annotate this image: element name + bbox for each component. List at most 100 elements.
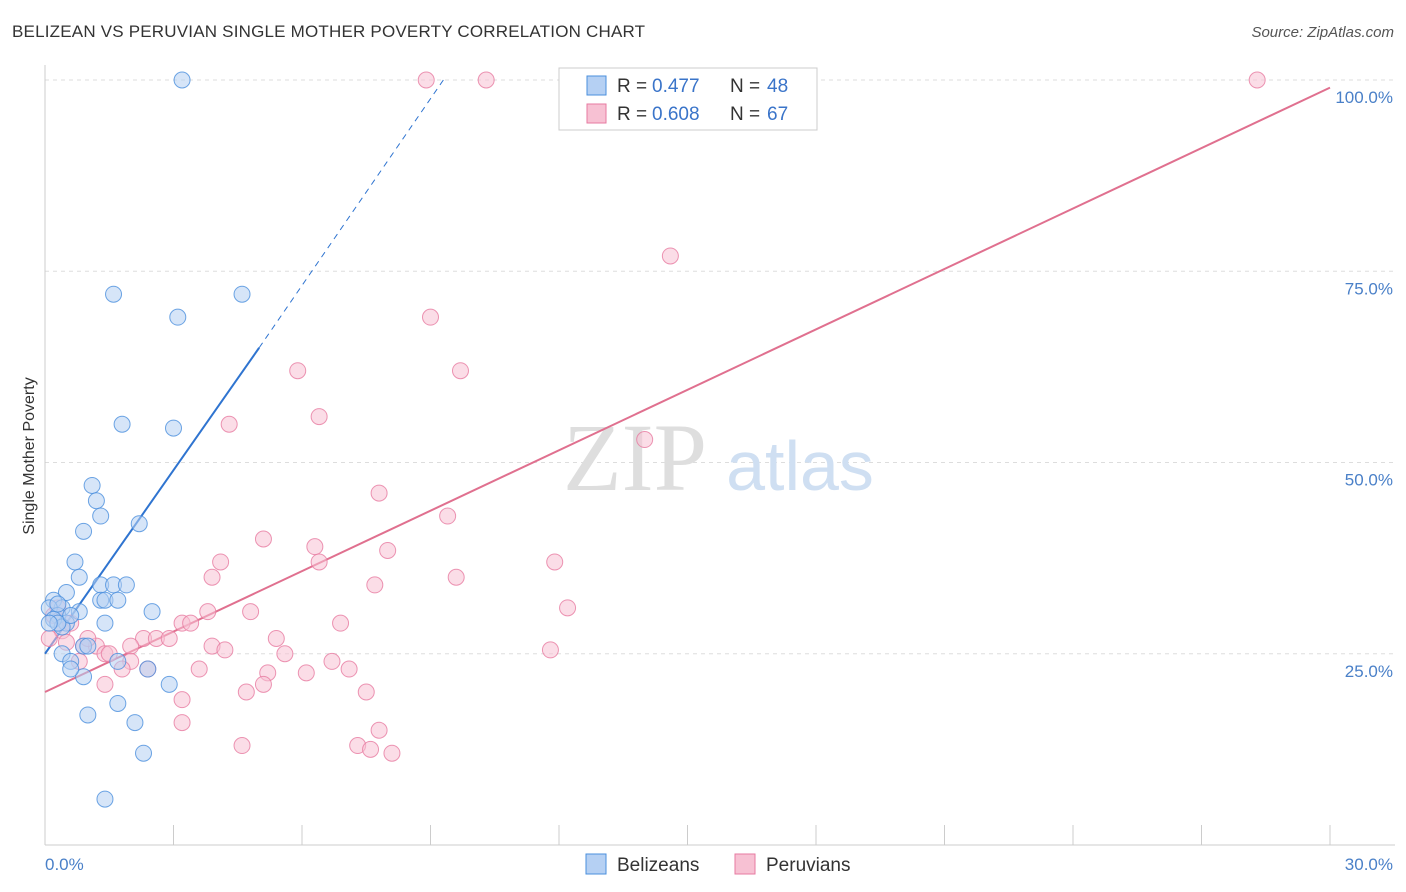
belizean-point bbox=[66, 553, 84, 571]
legend-n-value: 67 bbox=[767, 104, 788, 125]
legend-n-value: 48 bbox=[767, 76, 788, 97]
peruvian-point bbox=[173, 714, 191, 732]
peruvian-point bbox=[546, 553, 564, 571]
belizean-point bbox=[49, 595, 67, 613]
peruvian-point bbox=[237, 683, 255, 701]
belizean-point bbox=[113, 415, 131, 433]
belizean-point bbox=[139, 660, 157, 678]
belizean-point bbox=[105, 285, 123, 303]
trend-lines bbox=[44, 79, 1331, 693]
peruvian-point bbox=[422, 308, 439, 326]
peruvian-point bbox=[477, 71, 495, 89]
belizean-point bbox=[79, 706, 97, 724]
peruvian-point bbox=[357, 683, 375, 701]
belizean-point bbox=[130, 515, 148, 533]
belizean-point bbox=[96, 790, 114, 808]
peruvian-point bbox=[379, 541, 397, 559]
peruvian-point bbox=[541, 641, 559, 659]
belizean-point bbox=[62, 660, 80, 678]
series-legend: Belizeans Peruvians bbox=[585, 853, 851, 876]
peruvian-point bbox=[40, 629, 58, 647]
legend-swatch-blue bbox=[586, 75, 607, 96]
belizean-point bbox=[109, 652, 127, 670]
axes bbox=[44, 65, 1395, 846]
peruvian-point bbox=[182, 614, 200, 632]
belizean-point bbox=[83, 476, 101, 494]
peruvian-point bbox=[173, 691, 191, 709]
legend-label-peruvians: Peruvians bbox=[766, 855, 851, 876]
y-tick-label: 100.0% bbox=[1335, 88, 1393, 107]
peruvian-point bbox=[267, 629, 285, 647]
belizean-point bbox=[87, 492, 105, 510]
peruvian-point bbox=[242, 603, 260, 621]
peruvian-point bbox=[160, 629, 178, 647]
belizean-point bbox=[40, 614, 58, 632]
peruvian-point bbox=[636, 431, 654, 449]
peruvian-point bbox=[212, 553, 230, 571]
peruvian-point bbox=[370, 484, 388, 502]
peruvian-point bbox=[233, 737, 251, 755]
peruvian-point bbox=[1248, 71, 1266, 89]
peruvian-point bbox=[297, 664, 315, 682]
peruvian-point bbox=[254, 530, 272, 548]
peruvian-point bbox=[190, 660, 208, 678]
peruvian-point bbox=[661, 247, 679, 265]
peruvian-trend-line bbox=[44, 86, 1331, 693]
legend-r-value: 0.477 bbox=[652, 76, 700, 97]
peruvian-point bbox=[417, 71, 435, 89]
belizean-point bbox=[79, 637, 97, 655]
source-label: Source: ZipAtlas.com bbox=[1251, 24, 1394, 41]
legend-r-label: R = bbox=[617, 76, 647, 97]
legend-row-peruvians: R = 0.608 N = 67 bbox=[586, 103, 788, 125]
belizean-point bbox=[109, 591, 127, 609]
belizean-point bbox=[143, 603, 161, 621]
legend-swatch-pink bbox=[586, 103, 607, 124]
peruvian-point bbox=[306, 538, 324, 556]
peruvian-point bbox=[276, 645, 294, 663]
belizean-point bbox=[92, 507, 110, 525]
peruvian-point bbox=[370, 721, 388, 739]
belizean-point bbox=[70, 568, 88, 586]
y-tick-label: 50.0% bbox=[1345, 471, 1393, 490]
x-tick-label: 0.0% bbox=[45, 855, 84, 874]
peruvian-point bbox=[254, 675, 272, 693]
belizean-point bbox=[75, 668, 93, 686]
y-tick-label: 75.0% bbox=[1345, 279, 1393, 298]
watermark: ZIP atlas bbox=[563, 404, 874, 511]
legend-r-label: R = bbox=[617, 104, 647, 125]
y-tick-label: 25.0% bbox=[1345, 662, 1393, 681]
legend-row-belizeans: R = 0.477 N = 48 bbox=[586, 75, 788, 97]
peruvian-point bbox=[323, 652, 341, 670]
series-belizeans bbox=[40, 71, 251, 808]
watermark-atlas: atlas bbox=[726, 427, 874, 505]
legend-label-belizeans: Belizeans bbox=[617, 855, 699, 876]
peruvian-point bbox=[122, 637, 140, 655]
belizean-point bbox=[96, 614, 114, 632]
chart-title: BELIZEAN VS PERUVIAN SINGLE MOTHER POVER… bbox=[12, 22, 646, 41]
belizean-point bbox=[117, 576, 135, 594]
peruvian-point bbox=[366, 576, 384, 594]
peruvian-point bbox=[216, 641, 234, 659]
belizean-point bbox=[165, 419, 182, 437]
peruvian-point bbox=[451, 362, 469, 380]
legend-swatch-belizeans bbox=[585, 853, 607, 875]
belizean-point bbox=[173, 71, 191, 89]
peruvian-point bbox=[362, 740, 380, 758]
belizean-point bbox=[233, 285, 251, 303]
peruvian-point bbox=[447, 568, 465, 586]
belizean-point bbox=[75, 522, 93, 540]
x-tick-label: 30.0% bbox=[1345, 855, 1393, 874]
watermark-zip: ZIP bbox=[563, 404, 707, 511]
peruvian-point bbox=[340, 660, 358, 678]
grid-lines bbox=[45, 79, 1395, 655]
tick-labels: 25.0% 50.0% 75.0% 100.0% 0.0% 30.0% bbox=[45, 88, 1393, 874]
legend-r-value: 0.608 bbox=[652, 104, 700, 125]
belizean-point bbox=[160, 675, 178, 693]
peruvian-point bbox=[203, 568, 221, 586]
peruvian-point bbox=[96, 675, 114, 693]
peruvian-point bbox=[220, 415, 238, 433]
belizean-point bbox=[109, 694, 127, 712]
legend-n-label: N = bbox=[730, 104, 760, 125]
peruvian-point bbox=[383, 744, 401, 762]
